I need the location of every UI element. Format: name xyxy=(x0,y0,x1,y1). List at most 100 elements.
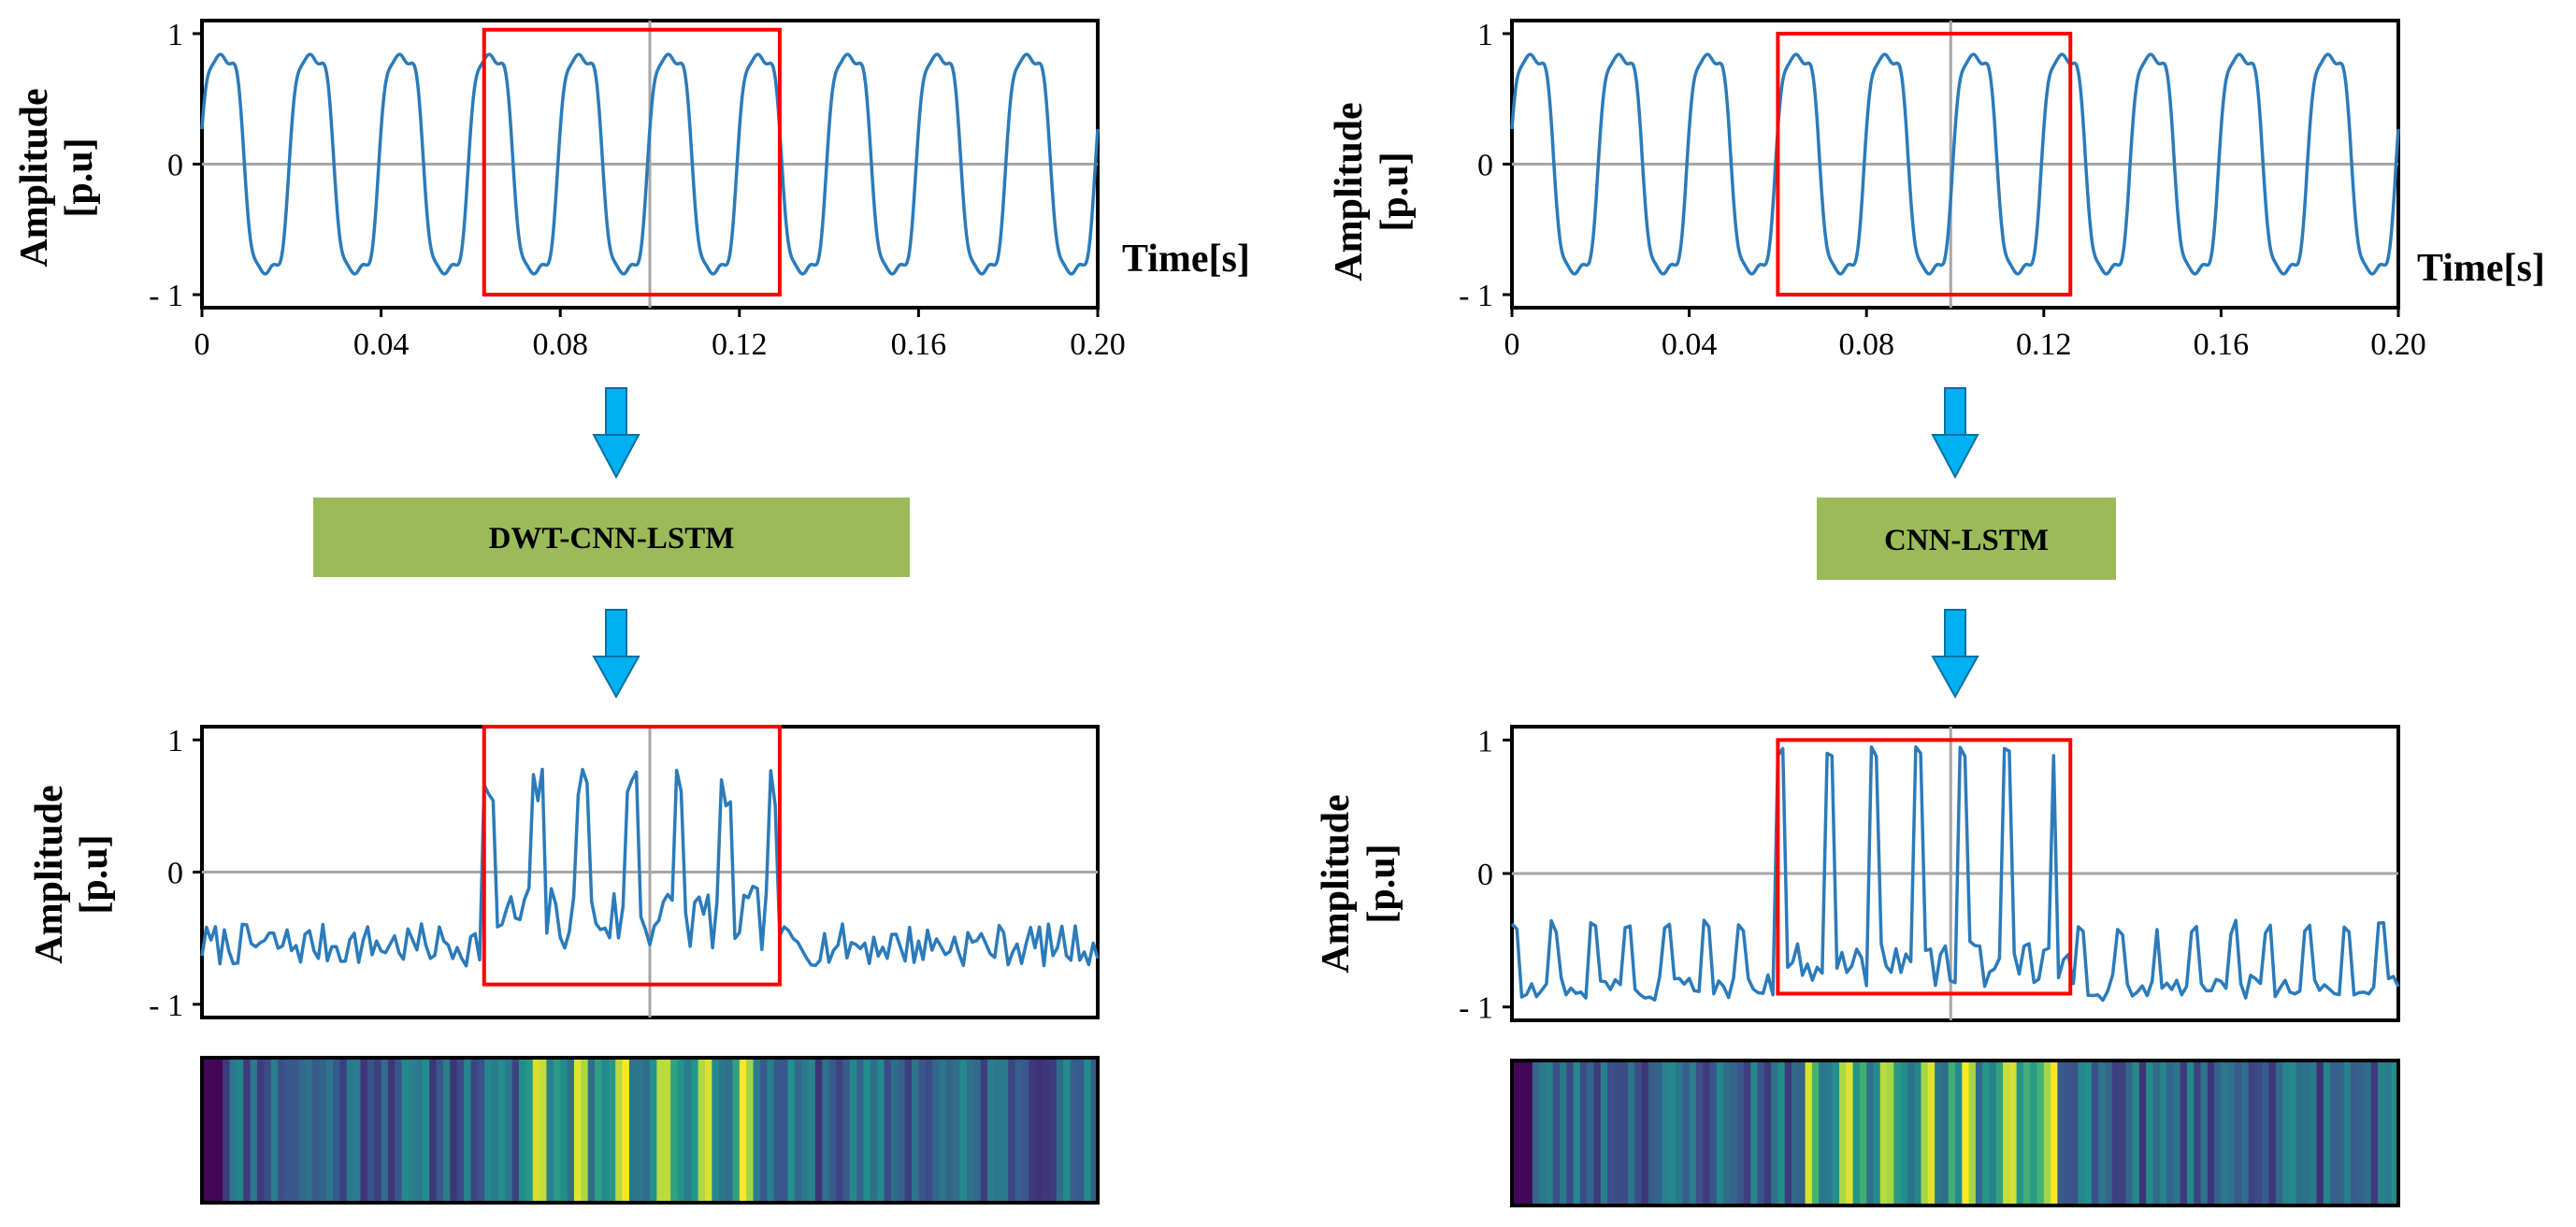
highlight-box xyxy=(1776,31,2073,297)
heatmap-cell xyxy=(1866,1061,1875,1205)
heatmap-cell xyxy=(1593,1061,1602,1205)
heatmap-cell xyxy=(712,1058,720,1203)
heatmap-cell xyxy=(1655,1061,1663,1205)
heatmap-cell xyxy=(890,1058,899,1203)
heatmap-cell xyxy=(429,1058,438,1203)
model-label: DWT-CNN-LSTM xyxy=(489,522,735,556)
y-tick-label: - 1 xyxy=(1459,991,1493,1026)
heatmap-cell xyxy=(2214,1061,2223,1205)
heatmap-cell xyxy=(904,1058,913,1203)
left-output-chart: 1 0 - 1 Amplitude [p.u] xyxy=(28,724,1100,1023)
heatmap-cell xyxy=(1056,1058,1064,1203)
y-tick-label: - 1 xyxy=(149,989,183,1023)
y-axis-label-line2: [p.u] xyxy=(58,137,101,217)
heatmap-cell xyxy=(2310,1061,2318,1205)
heatmap-cell xyxy=(2098,1061,2107,1205)
heatmap-cell xyxy=(2370,1061,2379,1205)
signal-line xyxy=(200,767,1100,968)
heatmap-cell xyxy=(595,1058,603,1203)
heatmap-cell xyxy=(2262,1061,2270,1205)
heatmap-cell xyxy=(2016,1061,2024,1205)
heatmap-cell xyxy=(842,1058,851,1203)
heatmap-cell xyxy=(828,1058,837,1203)
heatmap-cell xyxy=(1634,1061,1643,1205)
y-tick-label: 1 xyxy=(1477,724,1493,758)
heatmap-cell xyxy=(1846,1061,1854,1205)
heatmap-cell xyxy=(670,1058,679,1203)
y-axis-label-line2: [p.u] xyxy=(1360,844,1403,923)
heatmap-cell xyxy=(1859,1061,1867,1205)
heatmap-cell xyxy=(1921,1061,1929,1205)
y-tick-label: 0 xyxy=(1477,149,1493,183)
heatmap-cell xyxy=(918,1058,927,1203)
heatmap-cell xyxy=(2241,1061,2250,1205)
heatmap-cell xyxy=(367,1058,376,1203)
heatmap-cell xyxy=(663,1058,671,1203)
heatmap-cell xyxy=(628,1058,638,1203)
highlight-box xyxy=(482,27,782,297)
heatmap-cell xyxy=(1512,1061,1520,1205)
heatmap-cell xyxy=(601,1058,610,1203)
x-axis-label: Time[s] xyxy=(1122,238,1250,281)
left-input-plot: 1 0 - 1 0 0.04 0.08 0.12 0.16 0.20 xyxy=(149,18,1126,362)
heatmap-cell xyxy=(1879,1061,1888,1205)
heatmap-cell xyxy=(2125,1061,2134,1205)
heatmap-cell xyxy=(1771,1061,1779,1205)
y-axis-label-line1: Amplitude xyxy=(1315,794,1358,973)
heatmap-cell xyxy=(912,1058,920,1203)
heatmap-cell xyxy=(2105,1061,2113,1205)
heatmap-cell xyxy=(264,1058,272,1203)
heatmap-cell xyxy=(1941,1061,1950,1205)
heatmap-cell xyxy=(484,1058,493,1203)
heatmap-cell xyxy=(1573,1061,1581,1205)
heatmap-cell xyxy=(1049,1058,1058,1203)
y-axis-label-line1: Amplitude xyxy=(13,88,56,267)
y-axis-label-line1: Amplitude xyxy=(28,785,71,963)
heatmap-cell xyxy=(856,1058,865,1203)
heatmap-cell xyxy=(339,1058,348,1203)
x-tick-label: 0.04 xyxy=(1662,327,1718,362)
right-input-plot: 1 0 - 1 0 0.04 0.08 0.12 0.16 0.20 xyxy=(1459,18,2426,362)
heatmap-cell xyxy=(994,1058,1002,1203)
heatmap-cell xyxy=(1579,1061,1589,1205)
heatmap-cell xyxy=(966,1058,975,1203)
heatmap-cell xyxy=(1907,1061,1916,1205)
down-arrow xyxy=(1931,609,1979,700)
signal-line xyxy=(1510,52,2400,276)
heatmap-cell xyxy=(2234,1061,2243,1205)
heatmap-cell xyxy=(939,1058,947,1203)
heatmap-cell xyxy=(540,1058,548,1203)
heatmap-cell xyxy=(464,1058,472,1203)
heatmap-cell xyxy=(1763,1061,1772,1205)
heatmap-cell xyxy=(677,1058,685,1203)
heatmap-cell xyxy=(1668,1061,1677,1205)
heatmap-cell xyxy=(209,1058,217,1203)
heatmap-cell xyxy=(691,1058,699,1203)
heatmap-cell xyxy=(497,1058,507,1203)
y-tick-label: 1 xyxy=(167,724,183,758)
heatmap-cell xyxy=(1090,1058,1099,1203)
heatmap-cell xyxy=(2152,1061,2161,1205)
heatmap-cell xyxy=(1948,1061,1956,1205)
heatmap-cell xyxy=(587,1058,596,1203)
heatmap-cell xyxy=(1539,1061,1547,1205)
heatmap-cell xyxy=(1682,1061,1691,1205)
heatmap-cell xyxy=(2070,1061,2080,1205)
heatmap-frame xyxy=(200,1056,1100,1205)
heatmap-cell xyxy=(1962,1061,1970,1205)
heatmap-cell xyxy=(2282,1061,2291,1205)
heatmap-cell xyxy=(1614,1061,1622,1205)
heatmap-cell xyxy=(2378,1061,2386,1205)
heatmap-cell xyxy=(2057,1061,2065,1205)
heatmap-cell xyxy=(202,1058,210,1203)
y-tick-label: 1 xyxy=(167,18,183,52)
heatmap-strip xyxy=(1512,1061,2399,1205)
heatmap-cell xyxy=(767,1058,775,1203)
heatmap-cell xyxy=(1070,1058,1078,1203)
y-tick-label: - 1 xyxy=(1459,279,1493,313)
heatmap-cell xyxy=(450,1058,458,1203)
heatmap-cell xyxy=(684,1058,693,1203)
heatmap-cell xyxy=(1546,1061,1554,1205)
heatmap-cell xyxy=(1035,1058,1043,1203)
heatmap-cell xyxy=(1689,1061,1697,1205)
